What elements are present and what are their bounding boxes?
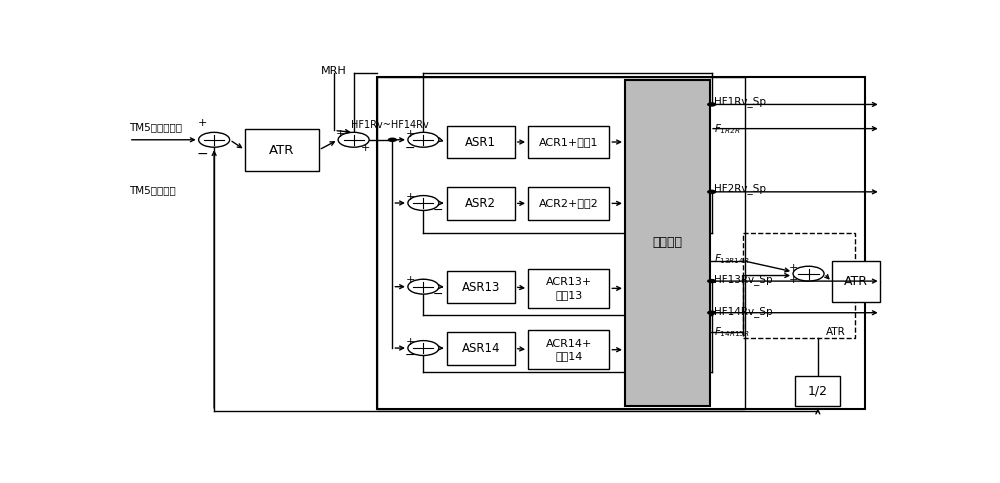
Text: ACR13+
电机13: ACR13+ 电机13 xyxy=(546,277,592,299)
Circle shape xyxy=(408,279,439,294)
Text: MRH: MRH xyxy=(321,66,347,76)
FancyBboxPatch shape xyxy=(245,128,319,171)
Text: +: + xyxy=(198,118,207,128)
FancyBboxPatch shape xyxy=(528,330,609,369)
Text: $F_{1R2R}$: $F_{1R2R}$ xyxy=(714,122,741,136)
FancyBboxPatch shape xyxy=(832,261,880,302)
Circle shape xyxy=(408,132,439,147)
Text: HF2Rv_Sp: HF2Rv_Sp xyxy=(714,184,766,194)
Text: +: + xyxy=(406,129,415,139)
Circle shape xyxy=(707,102,716,107)
Text: ACR14+
电机14: ACR14+ 电机14 xyxy=(546,339,592,361)
FancyBboxPatch shape xyxy=(528,126,609,158)
Circle shape xyxy=(388,138,397,142)
Text: ATR: ATR xyxy=(269,143,295,156)
Text: +: + xyxy=(336,129,345,139)
Text: TM5张力设定值: TM5张力设定值 xyxy=(129,122,182,132)
Text: +: + xyxy=(406,275,415,285)
Circle shape xyxy=(408,196,439,211)
Circle shape xyxy=(707,311,716,315)
Circle shape xyxy=(707,190,716,194)
Text: HF1Rv_Sp: HF1Rv_Sp xyxy=(714,97,766,107)
Circle shape xyxy=(338,132,369,147)
Text: +: + xyxy=(361,143,370,153)
FancyBboxPatch shape xyxy=(447,270,515,303)
Circle shape xyxy=(199,132,230,147)
Circle shape xyxy=(408,341,439,355)
FancyBboxPatch shape xyxy=(528,269,609,308)
Text: −: − xyxy=(197,147,208,161)
Text: ATR: ATR xyxy=(826,327,846,337)
FancyBboxPatch shape xyxy=(528,187,609,220)
Circle shape xyxy=(793,266,824,281)
Text: HF14Rv_Sp: HF14Rv_Sp xyxy=(714,306,773,317)
Circle shape xyxy=(707,279,716,284)
Text: ASR1: ASR1 xyxy=(465,136,496,148)
Text: ASR2: ASR2 xyxy=(465,197,496,210)
Text: ACR1+电机1: ACR1+电机1 xyxy=(539,137,598,147)
Text: $F_{13R14R}$: $F_{13R14R}$ xyxy=(714,252,750,266)
Text: +: + xyxy=(789,263,799,273)
Text: 1/2: 1/2 xyxy=(808,384,828,398)
Text: −: − xyxy=(433,287,443,300)
Text: TM5张力反馈: TM5张力反馈 xyxy=(129,185,176,195)
Text: ASR13: ASR13 xyxy=(462,281,500,294)
Text: HF1Rv~HF14Rv: HF1Rv~HF14Rv xyxy=(351,120,429,130)
Text: +: + xyxy=(789,275,799,284)
FancyBboxPatch shape xyxy=(447,332,515,365)
Text: $F_{14R15R}$: $F_{14R15R}$ xyxy=(714,326,750,340)
Text: HF13Rv_Sp: HF13Rv_Sp xyxy=(714,274,773,284)
Text: ASR14: ASR14 xyxy=(461,342,500,355)
Text: +: + xyxy=(406,337,415,347)
FancyBboxPatch shape xyxy=(447,126,515,158)
Text: ACR2+电机2: ACR2+电机2 xyxy=(539,199,599,208)
FancyBboxPatch shape xyxy=(795,376,840,406)
Text: −: − xyxy=(405,349,415,362)
Text: −: − xyxy=(433,204,443,217)
FancyBboxPatch shape xyxy=(447,187,515,220)
Text: −: − xyxy=(405,142,415,155)
Text: +: + xyxy=(406,192,415,202)
Text: 张力对象: 张力对象 xyxy=(652,237,682,250)
FancyBboxPatch shape xyxy=(625,80,710,406)
Text: ATR: ATR xyxy=(844,275,868,288)
